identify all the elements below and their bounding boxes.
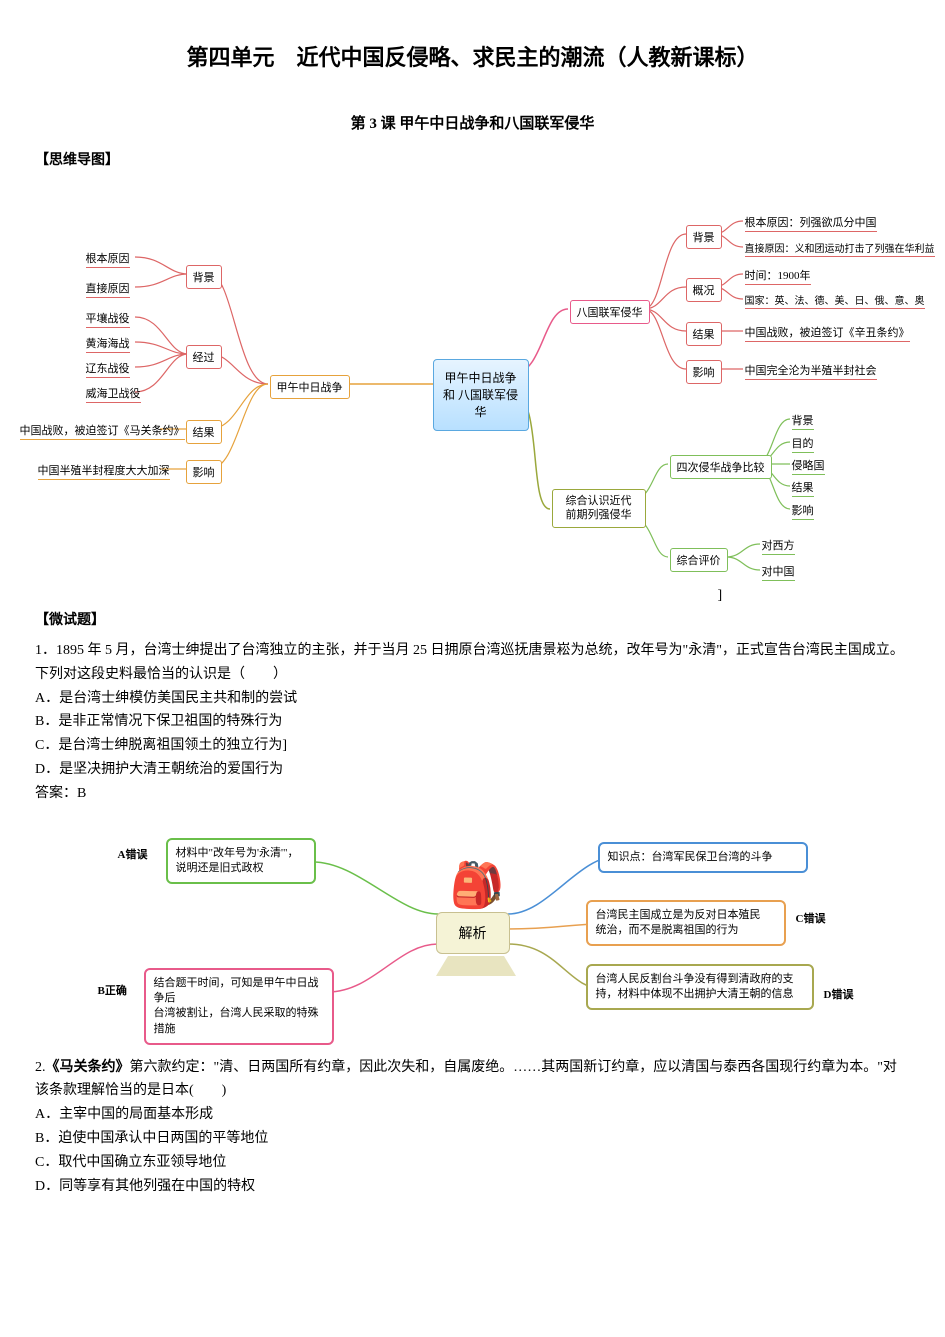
mm-leaf: 平壤战役: [86, 309, 130, 328]
mm-leaf: 黄海海战: [86, 334, 130, 353]
mm-ru-yingxiang: 影响: [686, 360, 722, 384]
q1-stem: 1．1895 年 5 月，台湾士绅提出了台湾独立的主张，并于当月 25 日拥原台…: [35, 639, 910, 687]
mm-leaf: 对西方: [762, 536, 795, 555]
mm-leaf: 中国战败，被迫签订《辛丑条约》: [745, 323, 910, 342]
mm-leaf: 直接原因: [86, 279, 130, 298]
lesson-subtitle: 第 3 课 甲午中日战争和八国联军侵华: [35, 112, 910, 133]
q1-option-c: C．是台湾士绅脱离祖国领土的独立行为]: [35, 734, 910, 758]
mm-leaf: 目的: [792, 434, 814, 453]
mm2-d-tag: D错误: [824, 986, 854, 1002]
mm-left-jieguo: 结果: [186, 420, 222, 444]
q2-block: 2.《马关条约》第六款约定："清、日两国所有约章，因此次失和，自属废绝。……其两…: [35, 1056, 910, 1199]
mm-center-node: 甲午中日战争和 八国联军侵华: [433, 359, 529, 431]
mm-ru-jieguo: 结果: [686, 322, 722, 346]
q2-stem: 2.《马关条约》第六款约定："清、日两国所有约章，因此次失和，自属废绝。……其两…: [35, 1056, 910, 1104]
q2-bold: 《马关条约》: [46, 1060, 130, 1075]
mm-leaf: 时间：1900年: [745, 266, 811, 285]
mm-left-yingxiang: 影响: [186, 460, 222, 484]
stand-icon: [436, 956, 516, 976]
mm-leaf: 中国完全沦为半殖半封社会: [745, 361, 877, 380]
page-title: 第四单元 近代中国反侵略、求民主的潮流（人教新课标）: [35, 40, 910, 72]
mm2-c-tag: C错误: [796, 910, 826, 926]
stray-bracket: ]: [718, 587, 723, 605]
mm-leaf: 中国战败，被迫签订《马关条约》: [20, 421, 185, 440]
q1-option-b: B．是非正常情况下保卫祖国的特殊行为: [35, 710, 910, 734]
q2-option-c: C．取代中国确立东亚领导地位: [35, 1151, 910, 1175]
mm2-a-box: 材料中"改年号为'永清'"， 说明还是旧式政权: [166, 838, 316, 885]
mm-rl-evaluate: 综合评价: [670, 548, 728, 572]
mm-ru-gaikuang: 概况: [686, 278, 722, 302]
mm-leaf: 国家：英、法、德、美、日、俄、意、奥: [745, 291, 925, 309]
mm-left-beijing: 背景: [186, 265, 222, 289]
mm2-b-box: 结合题干时间，可知是甲午中日战争后 台湾被割让，台湾人民采取的特殊措施: [144, 968, 334, 1046]
mm-left-main: 甲午中日战争: [270, 375, 350, 399]
mm-leaf: 根本原因: [86, 249, 130, 268]
mm-leaf: 直接原因：义和团运动打击了列强在华利益: [745, 239, 935, 257]
q1-option-a: A．是台湾士绅模仿美国民主共和制的尝试: [35, 687, 910, 711]
mm2-c-box: 台湾民主国成立是为反对日本殖民 统治，而不是脱离祖国的行为: [586, 900, 786, 947]
mm-leaf: 根本原因：列强欲瓜分中国: [745, 213, 877, 232]
q1-block: 1．1895 年 5 月，台湾士绅提出了台湾独立的主张，并于当月 25 日拥原台…: [35, 639, 910, 806]
character-icon: 🎒: [450, 864, 505, 908]
mm-right-upper-main: 八国联军侵华: [570, 300, 650, 324]
mm-leaf: 对中国: [762, 562, 795, 581]
mm-leaf: 影响: [792, 501, 814, 520]
q2-rest: 第六款约定："清、日两国所有约章，因此次失和，自属废绝。……其两国新订约章，应以…: [35, 1060, 897, 1099]
mm-leaf: 背景: [792, 411, 814, 430]
mm2-b-tag: B正确: [98, 982, 127, 998]
q2-num: 2.: [35, 1060, 46, 1075]
mm2-a-tag: A错误: [118, 846, 148, 862]
mm2-top-box: 知识点：台湾军民保卫台湾的斗争: [598, 842, 808, 873]
mm-rl-compare: 四次侵华战争比较: [670, 455, 772, 479]
mm-leaf: 结果: [792, 478, 814, 497]
q1-option-d: D．是坚决拥护大清王朝统治的爱国行为: [35, 758, 910, 782]
q2-option-a: A．主宰中国的局面基本形成: [35, 1103, 910, 1127]
mm-leaf: 中国半殖半封程度大大加深: [38, 461, 170, 480]
section-header-questions: 【微试题】: [35, 609, 910, 629]
mm-ru-beijing: 背景: [686, 225, 722, 249]
mm2-d-box: 台湾人民反割台斗争没有得到清政府的支 持，材料中体现不出拥护大清王朝的信息: [586, 964, 814, 1011]
mm2-center: 解析: [436, 912, 510, 954]
q2-option-b: B．迫使中国承认中日两国的平等地位: [35, 1127, 910, 1151]
q1-answer: 答案：B: [35, 782, 910, 806]
mm-left-jingguo: 经过: [186, 345, 222, 369]
mm-right-lower-main: 综合认识近代 前期列强侵华: [552, 489, 646, 528]
mm-leaf: 辽东战役: [86, 359, 130, 378]
mindmap-main: 甲午中日战争和 八国联军侵华 甲午中日战争 背景 根本原因 直接原因 经过 平壤…: [38, 179, 908, 599]
mm-leaf: 威海卫战役: [86, 384, 141, 403]
mm-leaf: 侵略国: [792, 456, 825, 475]
section-header-mindmap: 【思维导图】: [35, 149, 910, 169]
mindmap-explain: 🎒 解析 A错误 材料中"改年号为'永清'"， 说明还是旧式政权 B正确 结合题…: [38, 814, 908, 1044]
q2-option-d: D．同等享有其他列强在中国的特权: [35, 1175, 910, 1199]
